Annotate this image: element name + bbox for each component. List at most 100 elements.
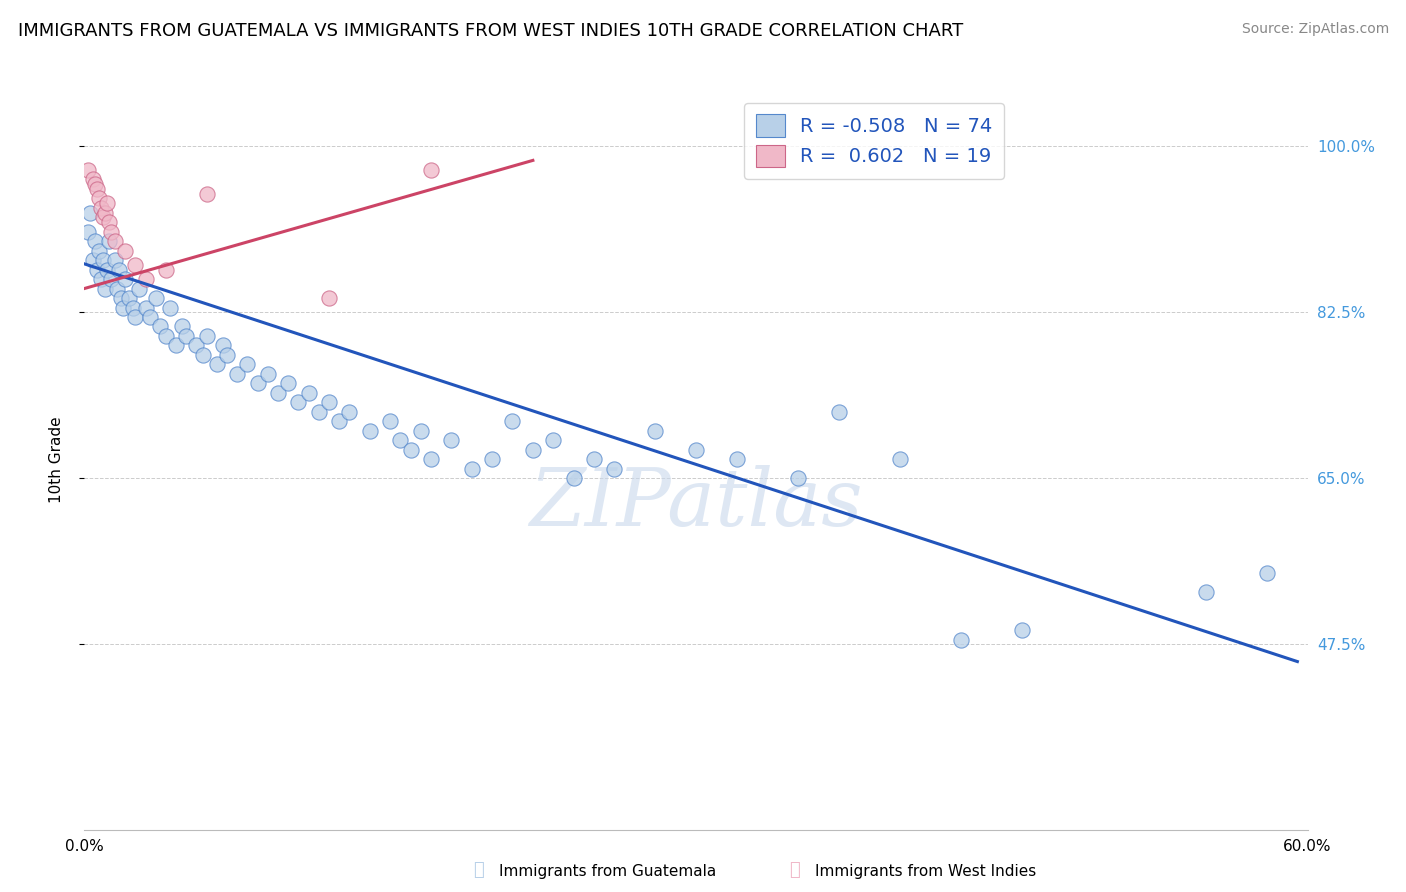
Point [108, 262, 131, 277]
Point [399, 442, 422, 457]
Point [195, 186, 218, 201]
Point [1011, 624, 1033, 638]
Point [122, 301, 145, 315]
Point [298, 386, 321, 401]
Point [105, 281, 128, 295]
Point [93, 281, 115, 295]
Point [685, 442, 707, 457]
Point [420, 162, 443, 177]
Text: ⬛: ⬛ [789, 861, 800, 879]
Point [82, 253, 104, 268]
Point [104, 234, 127, 248]
Point [97, 215, 120, 229]
Point [112, 301, 135, 315]
Text: Immigrants from Guatemala: Immigrants from Guatemala [499, 863, 717, 879]
Point [83, 177, 105, 191]
Point [128, 281, 150, 295]
Point [267, 386, 290, 401]
Point [186, 338, 208, 352]
Text: ⬛: ⬛ [472, 861, 484, 879]
Point [145, 291, 167, 305]
Point [86, 262, 108, 277]
Point [90, 201, 112, 215]
Point [562, 471, 585, 485]
Point [90, 272, 112, 286]
Point [440, 434, 463, 448]
Point [87, 191, 110, 205]
Point [172, 319, 194, 334]
Point [82, 172, 104, 186]
Point [195, 329, 218, 343]
Point [481, 452, 503, 467]
Point [287, 395, 309, 409]
Point [114, 272, 136, 286]
Point [217, 348, 239, 362]
Point [114, 244, 136, 258]
Point [502, 414, 524, 428]
Point [96, 262, 118, 277]
Point [318, 291, 340, 305]
Y-axis label: 10th Grade: 10th Grade [49, 416, 63, 503]
Point [83, 234, 105, 248]
Point [79, 205, 101, 219]
Point [277, 376, 299, 391]
Point [359, 424, 381, 438]
Point [409, 424, 432, 438]
Point [77, 225, 100, 239]
Point [543, 434, 565, 448]
Point [155, 262, 177, 277]
Point [246, 376, 269, 391]
Point [725, 452, 748, 467]
Point [91, 211, 114, 225]
Point [226, 367, 249, 381]
Point [118, 291, 141, 305]
Point [236, 358, 259, 372]
Text: Source: ZipAtlas.com: Source: ZipAtlas.com [1241, 22, 1389, 37]
Point [328, 414, 350, 428]
Point [889, 452, 911, 467]
Point [104, 253, 127, 268]
Point [420, 452, 443, 467]
Point [1195, 585, 1218, 599]
Point [110, 291, 132, 305]
Point [91, 253, 114, 268]
Point [86, 182, 108, 196]
Point [257, 367, 280, 381]
Point [159, 301, 181, 315]
Text: IMMIGRANTS FROM GUATEMALA VS IMMIGRANTS FROM WEST INDIES 10TH GRADE CORRELATION : IMMIGRANTS FROM GUATEMALA VS IMMIGRANTS … [18, 22, 963, 40]
Point [155, 329, 177, 343]
Point [124, 310, 146, 324]
Point [787, 471, 810, 485]
Point [522, 442, 544, 457]
Point [77, 162, 100, 177]
Point [389, 434, 412, 448]
Point [174, 329, 197, 343]
Point [644, 424, 666, 438]
Point [461, 462, 484, 476]
Point [583, 452, 606, 467]
Point [308, 405, 330, 419]
Point [100, 272, 122, 286]
Point [950, 632, 973, 647]
Point [318, 395, 340, 409]
Point [191, 348, 214, 362]
Text: ZIPatlas: ZIPatlas [529, 465, 863, 542]
Point [135, 272, 157, 286]
Point [97, 234, 120, 248]
Point [149, 319, 172, 334]
Legend: R = -0.508   N = 74, R =  0.602   N = 19: R = -0.508 N = 74, R = 0.602 N = 19 [744, 103, 1004, 178]
Point [138, 310, 160, 324]
Point [380, 414, 402, 428]
Text: Immigrants from West Indies: Immigrants from West Indies [815, 863, 1036, 879]
Point [339, 405, 361, 419]
Point [212, 338, 235, 352]
Point [93, 205, 115, 219]
Point [1256, 566, 1278, 581]
Point [135, 301, 157, 315]
Point [96, 196, 118, 211]
Point [603, 462, 626, 476]
Point [87, 244, 110, 258]
Point [205, 358, 228, 372]
Point [828, 405, 851, 419]
Point [100, 225, 122, 239]
